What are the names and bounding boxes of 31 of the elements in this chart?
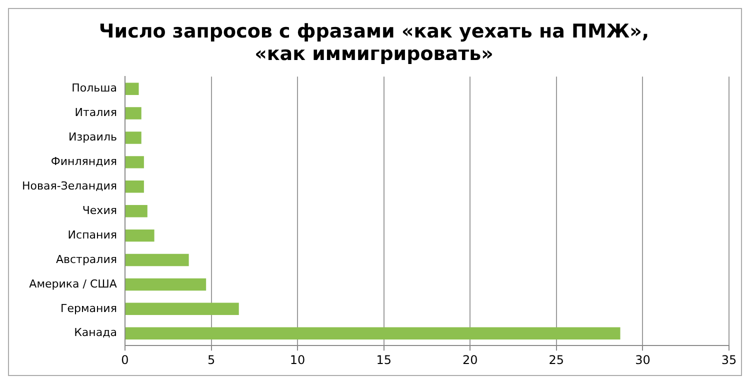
bar (125, 156, 144, 168)
y-tick-label: Канада (74, 326, 117, 340)
bar (125, 107, 142, 120)
x-tick-label: 0 (121, 352, 129, 367)
x-tick-label: 10 (290, 352, 306, 367)
bar (125, 132, 142, 144)
bar (125, 229, 154, 242)
bar (125, 278, 206, 291)
bar (125, 82, 139, 95)
x-tick-label: 30 (635, 352, 650, 367)
x-tick-label: 25 (548, 352, 564, 367)
bar (125, 204, 148, 218)
y-tick-label: Финляндия (50, 155, 117, 168)
x-tick-label: 15 (376, 352, 392, 367)
y-tick-label: Новая-Зеландия (22, 180, 117, 193)
bar (125, 254, 189, 266)
y-tick-label: Израиль (68, 130, 117, 144)
bar (125, 302, 239, 316)
y-tick-label: Германия (60, 302, 117, 315)
chart-title: Число запросов с фразами «как уехать на ПМЖ», «как иммигрировать» (98, 20, 650, 66)
bar (125, 327, 620, 340)
x-tick-label: 20 (462, 352, 478, 367)
bar (125, 180, 144, 193)
y-tick-label: Чехия (82, 204, 117, 217)
y-tick-label: Италия (74, 106, 117, 120)
x-tick-label: 5 (207, 352, 216, 367)
x-tick-label: 35 (721, 352, 737, 367)
y-tick-label: Австралия (56, 252, 117, 266)
y-tick-label: Польша (72, 82, 117, 95)
y-tick-label: Испания (68, 228, 117, 242)
y-tick-label: Америка / США (29, 277, 118, 290)
